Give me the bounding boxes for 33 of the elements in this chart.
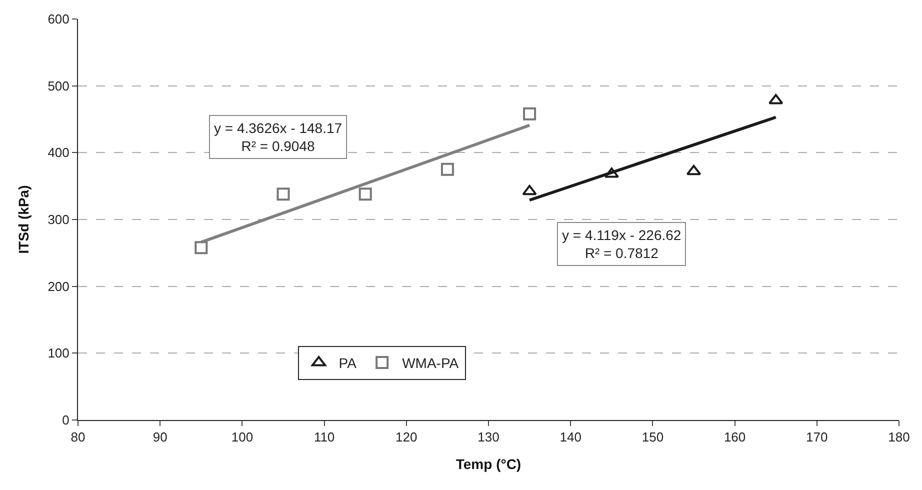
y-tick-label: 600	[48, 12, 70, 27]
point	[522, 184, 537, 196]
legend-label: WMA-PA	[402, 354, 460, 371]
y-tick-label: 500	[48, 78, 70, 94]
x-tick-label: 150	[642, 430, 664, 445]
point	[194, 241, 208, 254]
y-tick-label: 300	[48, 212, 70, 228]
point	[604, 168, 619, 178]
point	[276, 188, 290, 201]
annotation: y = 4.119x - 226.62 R² = 0.7812	[562, 227, 682, 262]
y-tick-label: 100	[48, 346, 70, 361]
point	[686, 164, 702, 176]
x-tick-label: 120	[396, 430, 418, 445]
x-tick-label: 130	[478, 430, 500, 445]
x-tick-label: 90	[152, 430, 168, 445]
y-tick-label: 0	[62, 412, 70, 428]
y-tick-label: 200	[48, 278, 70, 294]
point	[523, 107, 536, 120]
x-axis-title: Temp (°C)	[456, 456, 522, 472]
annotation: y = 4.3626x - 148.17 R² = 0.9048	[214, 120, 342, 154]
point	[440, 162, 454, 176]
x-tick-label: 110	[314, 430, 335, 445]
y-tick-label: 400	[48, 145, 70, 160]
point	[358, 188, 372, 201]
x-tick-label: 160	[724, 430, 746, 445]
x-tick-label: 140	[560, 430, 582, 445]
x-tick-label: 100	[231, 430, 254, 445]
x-tick-label: 170	[806, 430, 828, 445]
y-axis-title: ITSd (kPa)	[15, 185, 32, 254]
x-tick-label: 180	[888, 430, 910, 445]
x-tick-label: 80	[70, 430, 86, 445]
legend-label: PA	[338, 354, 358, 371]
point	[768, 94, 784, 104]
